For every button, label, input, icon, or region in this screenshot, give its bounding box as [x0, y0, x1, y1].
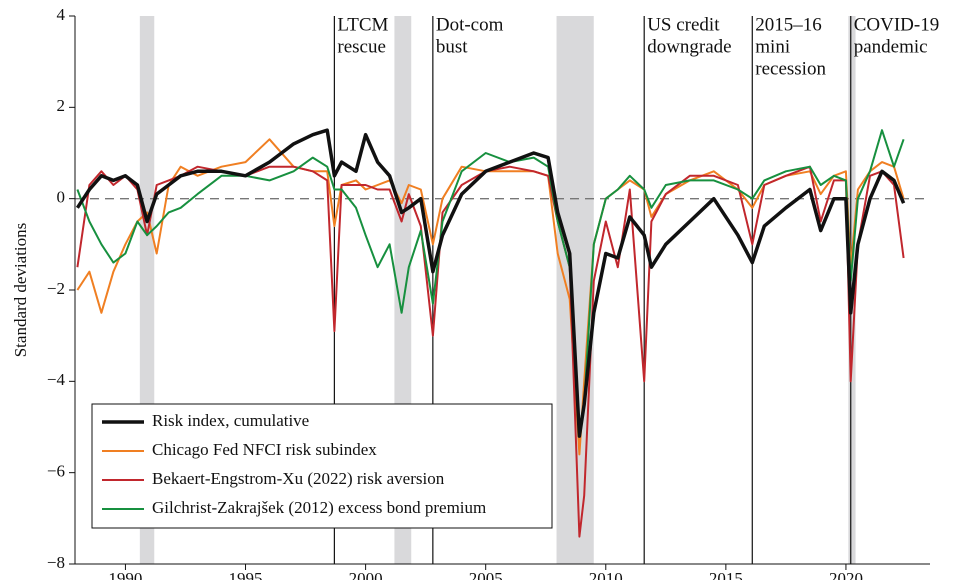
legend-label: Bekaert-Engstrom-Xu (2022) risk aversion [152, 469, 445, 488]
event-label: Dot-com [436, 14, 504, 35]
y-tick-label: −2 [47, 279, 65, 298]
x-tick-label: 2015 [709, 569, 743, 580]
series-line [76, 129, 905, 428]
event-label: rescue [337, 36, 386, 57]
event-label: recession [755, 58, 826, 79]
series-line [76, 165, 905, 538]
event-label: downgrade [647, 36, 731, 57]
y-tick-label: 4 [57, 5, 66, 24]
x-tick-label: 2020 [829, 569, 863, 580]
event-label: 2015–16 [755, 14, 822, 35]
x-tick-label: 2010 [589, 569, 623, 580]
legend: Risk index, cumulative Chicago Fed NFCI r… [91, 403, 553, 529]
legend-label: Chicago Fed NFCI risk subindex [152, 440, 377, 459]
y-tick-label: 0 [57, 188, 66, 207]
shaded-period [556, 16, 594, 564]
event-label: pandemic [854, 36, 928, 57]
legend-box [91, 403, 553, 529]
event-label: mini [755, 36, 790, 57]
x-tick-label: 1995 [229, 569, 263, 580]
series-line [75, 128, 906, 438]
event-label: LTCM [337, 14, 388, 35]
y-tick-label: 2 [57, 96, 66, 115]
x-tick-label: 2005 [469, 569, 503, 580]
event-label: bust [436, 36, 468, 57]
event-label: US credit [647, 14, 720, 35]
y-tick-label: −8 [47, 553, 65, 572]
y-tick-label: −6 [47, 462, 65, 481]
event-label: COVID-19 [854, 14, 940, 35]
legend-label: Risk index, cumulative [152, 411, 309, 430]
legend-label: Gilchrist-Zakrajšek (2012) excess bond p… [152, 498, 486, 517]
x-tick-label: 1990 [108, 569, 142, 580]
x-tick-label: 2000 [349, 569, 383, 580]
y-axis-label: Standard deviations [11, 223, 30, 358]
y-tick-label: −4 [47, 370, 66, 389]
